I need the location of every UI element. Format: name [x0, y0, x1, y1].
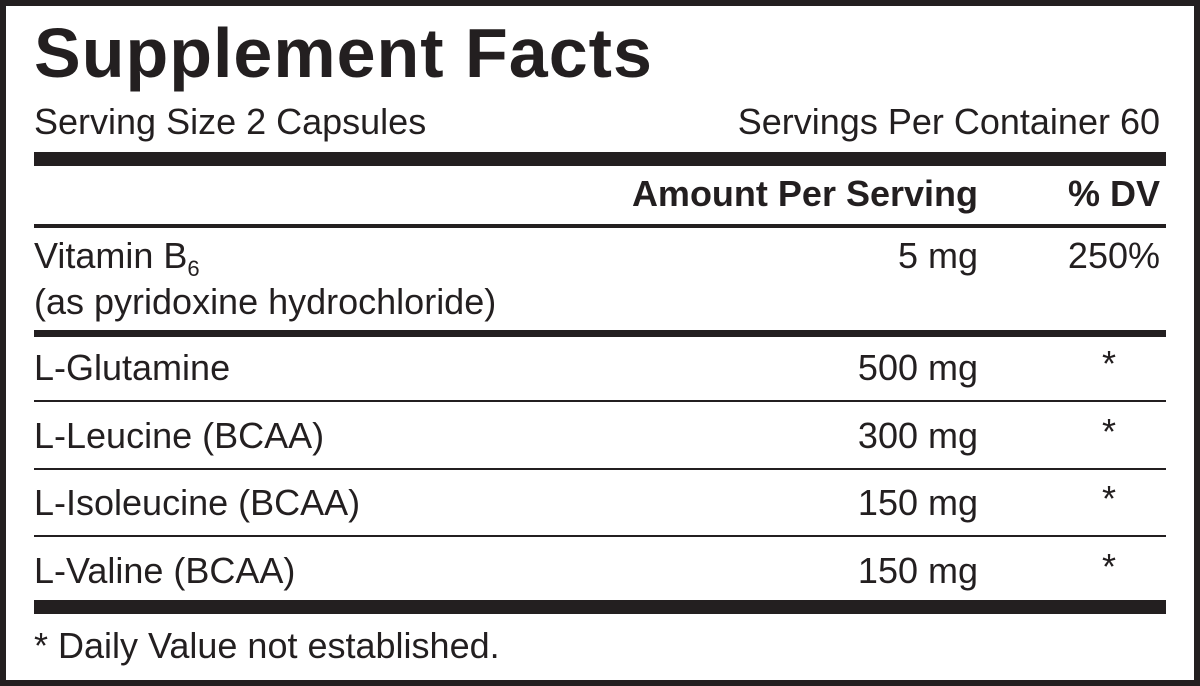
amount: 5 mg [897, 235, 978, 276]
rule [34, 535, 1166, 537]
nutrient-note: (as pyridoxine hydrochloride) [34, 281, 497, 322]
amount: 500 mg [857, 347, 978, 388]
nutrient-name-text: Vitamin B [34, 235, 188, 276]
amount: 150 mg [857, 482, 978, 523]
daily-value: * [1101, 478, 1116, 519]
medium-rule [34, 330, 1166, 337]
title: Supplement Facts [34, 14, 653, 92]
nutrient-name: Vitamin B6 [34, 238, 200, 280]
nutrient-name: L-Isoleucine (BCAA) [34, 482, 361, 523]
rule [34, 400, 1166, 402]
nutrient-name: L-Glutamine [34, 347, 231, 388]
amount: 150 mg [857, 549, 978, 591]
servings-per-container: Servings Per Container 60 [737, 101, 1160, 142]
rule [34, 224, 1166, 228]
column-header: Amount Per Serving [631, 173, 978, 214]
column-header: % DV [1067, 173, 1160, 214]
rule [34, 467, 1166, 470]
daily-value: * [1101, 343, 1116, 384]
nutrient-name: L-Valine (BCAA) [34, 549, 296, 591]
thick-rule [34, 152, 1166, 166]
thick-rule [34, 600, 1166, 614]
daily-value: * [1101, 410, 1116, 452]
amount: 300 mg [857, 414, 978, 456]
subscript: 6 [187, 256, 200, 282]
nutrient-name: L-Leucine (BCAA) [34, 414, 325, 456]
serving-size: Serving Size 2 Capsules [34, 101, 427, 142]
daily-value: 250% [1067, 235, 1160, 276]
footnote: * Daily Value not established. [34, 625, 500, 666]
daily-value: * [1101, 545, 1116, 587]
